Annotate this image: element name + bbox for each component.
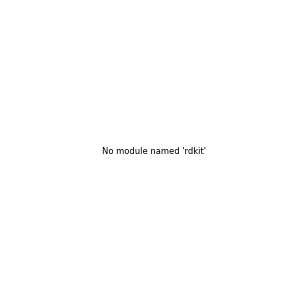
Text: No module named 'rdkit': No module named 'rdkit': [102, 147, 206, 156]
